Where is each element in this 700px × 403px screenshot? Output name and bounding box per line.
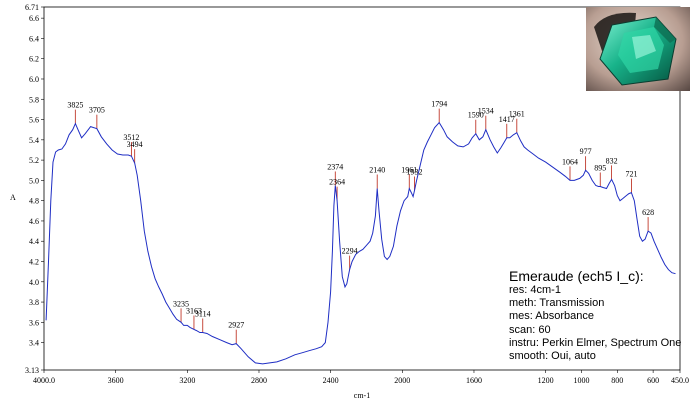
peak-label: 3705 [89,106,105,115]
peak-label: 3114 [195,309,211,318]
emerald-gem-photo [586,7,690,91]
x-tick-label: 2000 [394,376,410,385]
peak-label: 832 [606,156,618,165]
peak-label: 1064 [562,157,578,166]
y-tick-label: 6.2 [29,55,39,64]
peak-label: 1794 [431,100,447,109]
x-tick-label: 1000 [573,376,589,385]
peak-label: 3494 [127,140,143,149]
y-tick-label: 4.0 [29,278,39,287]
peak-label: 628 [642,208,654,217]
peak-label: 2140 [369,166,385,175]
info-method: meth: Transmission [509,297,605,310]
y-axis: 3.13 3.4 3.6 3.8 4.0 4.2 4.4 4.6 4.8 5.0 5.2 5.4 5.6… [25,3,44,375]
info-measure: mes: Absorbance [509,310,594,323]
peak-label: 3163 [186,306,202,315]
peak-label: 2374 [327,162,343,171]
x-tick-label: 3200 [179,376,195,385]
y-tick-label: 4.4 [29,237,39,246]
y-tick-label: 5.0 [29,176,39,185]
peak-label: 1361 [509,110,525,119]
peak-label: 2364 [329,178,345,187]
y-axis-title: A [10,193,16,202]
y-tick-label: 6.4 [29,34,39,43]
peak-label: 1961 [401,166,417,175]
x-tick-label: 4000.0 [33,376,55,385]
x-tick-label: 800 [611,376,623,385]
x-tick-label: 600 [647,376,659,385]
peak-label: 1417 [499,115,515,124]
y-tick-label: 6.71 [25,3,39,12]
absorbance-trace [45,121,676,365]
peak-label: 1534 [478,107,494,116]
info-smoothing: smooth: Oui, auto [509,350,596,363]
x-tick-label: 2400 [323,376,339,385]
x-tick-label: 1600 [466,376,482,385]
sample-title: Emeraude (ech5 I_c): [509,268,644,284]
peak-label: 895 [594,163,606,172]
x-axis: 4000.0 3600 3200 2800 2400 2000 1600 1200 1000 80… [33,370,689,385]
peak-label: 3825 [67,101,83,110]
peak-label: 3512 [123,133,139,142]
info-resolution: res: 4cm-1 [509,284,561,296]
x-tick-label: 450.0 [671,376,689,385]
y-tick-label: 4.8 [29,197,39,206]
y-tick-label: 3.13 [25,366,39,375]
info-instrument: instru: Perkin Elmer, Spectrum One [509,336,682,349]
peak-label: 721 [625,170,637,179]
y-tick-label: 3.8 [29,298,39,307]
peak-label: 977 [580,147,592,156]
y-tick-label: 6.0 [29,75,39,84]
sample-info-panel: Emeraude (ech5 I_c): res: 4cm-1 meth: Tr… [509,268,681,363]
y-tick-label: 4.6 [29,217,39,226]
y-tick-label: 5.8 [29,95,39,104]
y-tick-label: 5.6 [29,116,39,125]
y-tick-label: 6.6 [29,14,39,23]
y-tick-label: 3.4 [29,339,39,348]
x-axis-title: cm-1 [354,391,370,400]
x-tick-label: 1200 [538,376,554,385]
y-tick-label: 5.2 [29,156,39,165]
peak-label: 2294 [342,247,358,256]
peak-label: 1932 [406,168,422,177]
y-tick-label: 4.2 [29,258,39,267]
x-tick-label: 2800 [251,376,267,385]
y-tick-label: 3.6 [29,318,39,327]
info-scans: scan: 60 [509,323,551,336]
peak-label: 2927 [228,321,244,330]
y-tick-label: 5.4 [29,136,39,145]
peak-label: 3235 [173,299,189,308]
plot-frame [43,6,681,371]
x-tick-label: 3600 [108,376,124,385]
peak-label: 1590 [468,111,484,120]
